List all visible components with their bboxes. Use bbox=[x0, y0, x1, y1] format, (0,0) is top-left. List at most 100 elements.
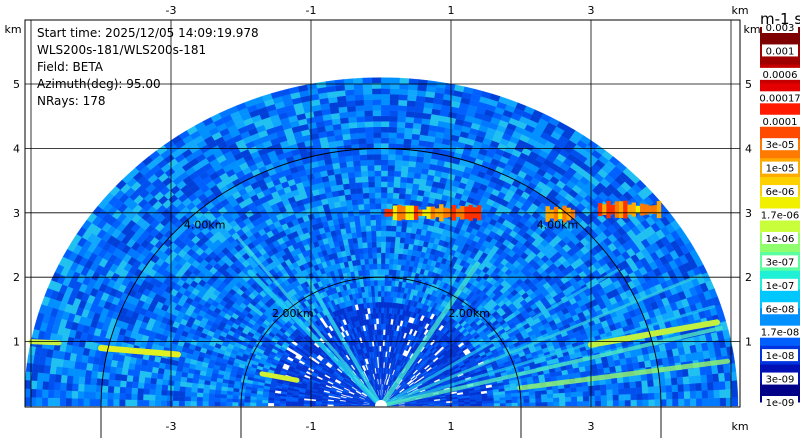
beta-cell bbox=[541, 401, 548, 407]
beta-cell bbox=[412, 122, 422, 130]
beta-cell bbox=[386, 296, 391, 303]
beta-cell bbox=[376, 247, 382, 253]
beta-cell bbox=[713, 397, 721, 407]
beta-cell bbox=[380, 219, 387, 226]
beta-cell bbox=[499, 396, 506, 401]
beta-cell bbox=[380, 329, 384, 336]
beta-cell bbox=[371, 93, 382, 100]
beta-cell bbox=[342, 183, 351, 190]
beta-cell bbox=[369, 214, 376, 221]
beta-cell bbox=[363, 198, 370, 205]
beta-cell bbox=[606, 400, 614, 407]
beta-cell bbox=[406, 100, 416, 107]
beta-cell bbox=[404, 193, 412, 200]
beta-cell bbox=[385, 225, 392, 232]
beta-cell bbox=[347, 116, 357, 124]
beta-cell bbox=[546, 389, 554, 395]
beta-cell bbox=[363, 253, 369, 260]
beta-cell bbox=[401, 220, 408, 228]
beta-cell bbox=[407, 83, 418, 91]
beta-cell bbox=[647, 386, 655, 394]
beta-cell bbox=[642, 399, 649, 407]
beta-cell bbox=[387, 170, 395, 177]
beta-cell bbox=[380, 154, 389, 160]
beta-cell bbox=[374, 296, 379, 303]
beta-cell bbox=[406, 105, 416, 113]
beta-cell bbox=[617, 382, 625, 389]
beta-cell bbox=[387, 280, 392, 287]
beta-cell bbox=[392, 192, 400, 199]
beta-cell bbox=[367, 252, 373, 259]
beta-cell bbox=[372, 99, 382, 106]
beta-cell bbox=[666, 391, 673, 400]
beta-cell bbox=[689, 383, 697, 392]
beta-cell bbox=[398, 193, 406, 200]
beta-cell bbox=[372, 258, 378, 265]
beta-cell bbox=[529, 394, 536, 399]
beta-cell bbox=[559, 396, 566, 402]
beta-cell bbox=[368, 263, 374, 270]
beta-cell bbox=[672, 398, 679, 407]
beta-cell bbox=[394, 242, 400, 249]
beta-cell bbox=[359, 154, 368, 161]
beta-cell bbox=[636, 399, 643, 407]
beta-cell bbox=[388, 263, 394, 270]
beta-cell bbox=[376, 263, 382, 270]
beta-cell bbox=[624, 393, 631, 401]
beta-cell bbox=[384, 258, 390, 265]
beta-cell bbox=[660, 398, 667, 407]
beta-cell bbox=[547, 397, 554, 403]
beta-cell bbox=[594, 389, 601, 396]
beta-cell bbox=[398, 247, 404, 255]
beta-cell bbox=[395, 148, 404, 156]
beta-cell bbox=[373, 159, 382, 166]
beta-cell bbox=[362, 77, 372, 84]
beta-cell bbox=[369, 269, 374, 276]
beta-cell bbox=[347, 171, 356, 179]
beta-cell bbox=[396, 127, 405, 134]
beta-cell bbox=[380, 115, 390, 122]
beta-cell bbox=[380, 170, 388, 177]
beta-cell bbox=[362, 247, 369, 254]
beta-cell bbox=[600, 400, 608, 407]
beta-cell bbox=[399, 187, 407, 194]
beta-cell bbox=[353, 88, 364, 96]
beta-cell bbox=[350, 138, 359, 145]
beta-cell bbox=[405, 116, 415, 124]
beta-cell bbox=[362, 192, 370, 199]
beta-cell bbox=[378, 312, 382, 319]
beta-cell bbox=[635, 380, 643, 388]
beta-cell bbox=[582, 390, 590, 397]
beta-cell bbox=[341, 128, 351, 135]
beta-cell bbox=[375, 312, 379, 319]
beta-cell bbox=[380, 121, 390, 128]
beta-cell bbox=[393, 181, 401, 188]
beta-cell bbox=[372, 252, 377, 259]
beta-cell bbox=[653, 378, 660, 387]
beta-cell bbox=[371, 236, 377, 243]
beta-cell bbox=[380, 104, 390, 111]
beta-cell bbox=[383, 323, 386, 330]
beta-cell bbox=[684, 398, 691, 407]
beta-cell bbox=[349, 132, 359, 140]
beta-cell bbox=[385, 219, 392, 226]
beta-cell bbox=[669, 370, 678, 379]
beta-cell bbox=[368, 258, 374, 265]
beta-cell bbox=[371, 88, 382, 95]
beta-cell bbox=[338, 106, 348, 114]
beta-cell bbox=[388, 121, 398, 128]
beta-cell bbox=[688, 375, 696, 384]
beta-cell bbox=[395, 225, 402, 232]
beta-cell bbox=[476, 403, 483, 407]
beta-cell bbox=[375, 230, 382, 237]
beta-cell bbox=[355, 182, 363, 189]
beta-cell bbox=[408, 160, 417, 168]
beta-cell bbox=[731, 397, 739, 407]
beta-cell bbox=[666, 398, 673, 407]
beta-cell bbox=[382, 329, 386, 336]
beta-cell bbox=[640, 373, 648, 381]
beta-cell bbox=[374, 192, 382, 199]
beta-cell bbox=[414, 167, 423, 174]
beta-cell bbox=[392, 198, 399, 205]
beta-cell bbox=[404, 127, 413, 134]
